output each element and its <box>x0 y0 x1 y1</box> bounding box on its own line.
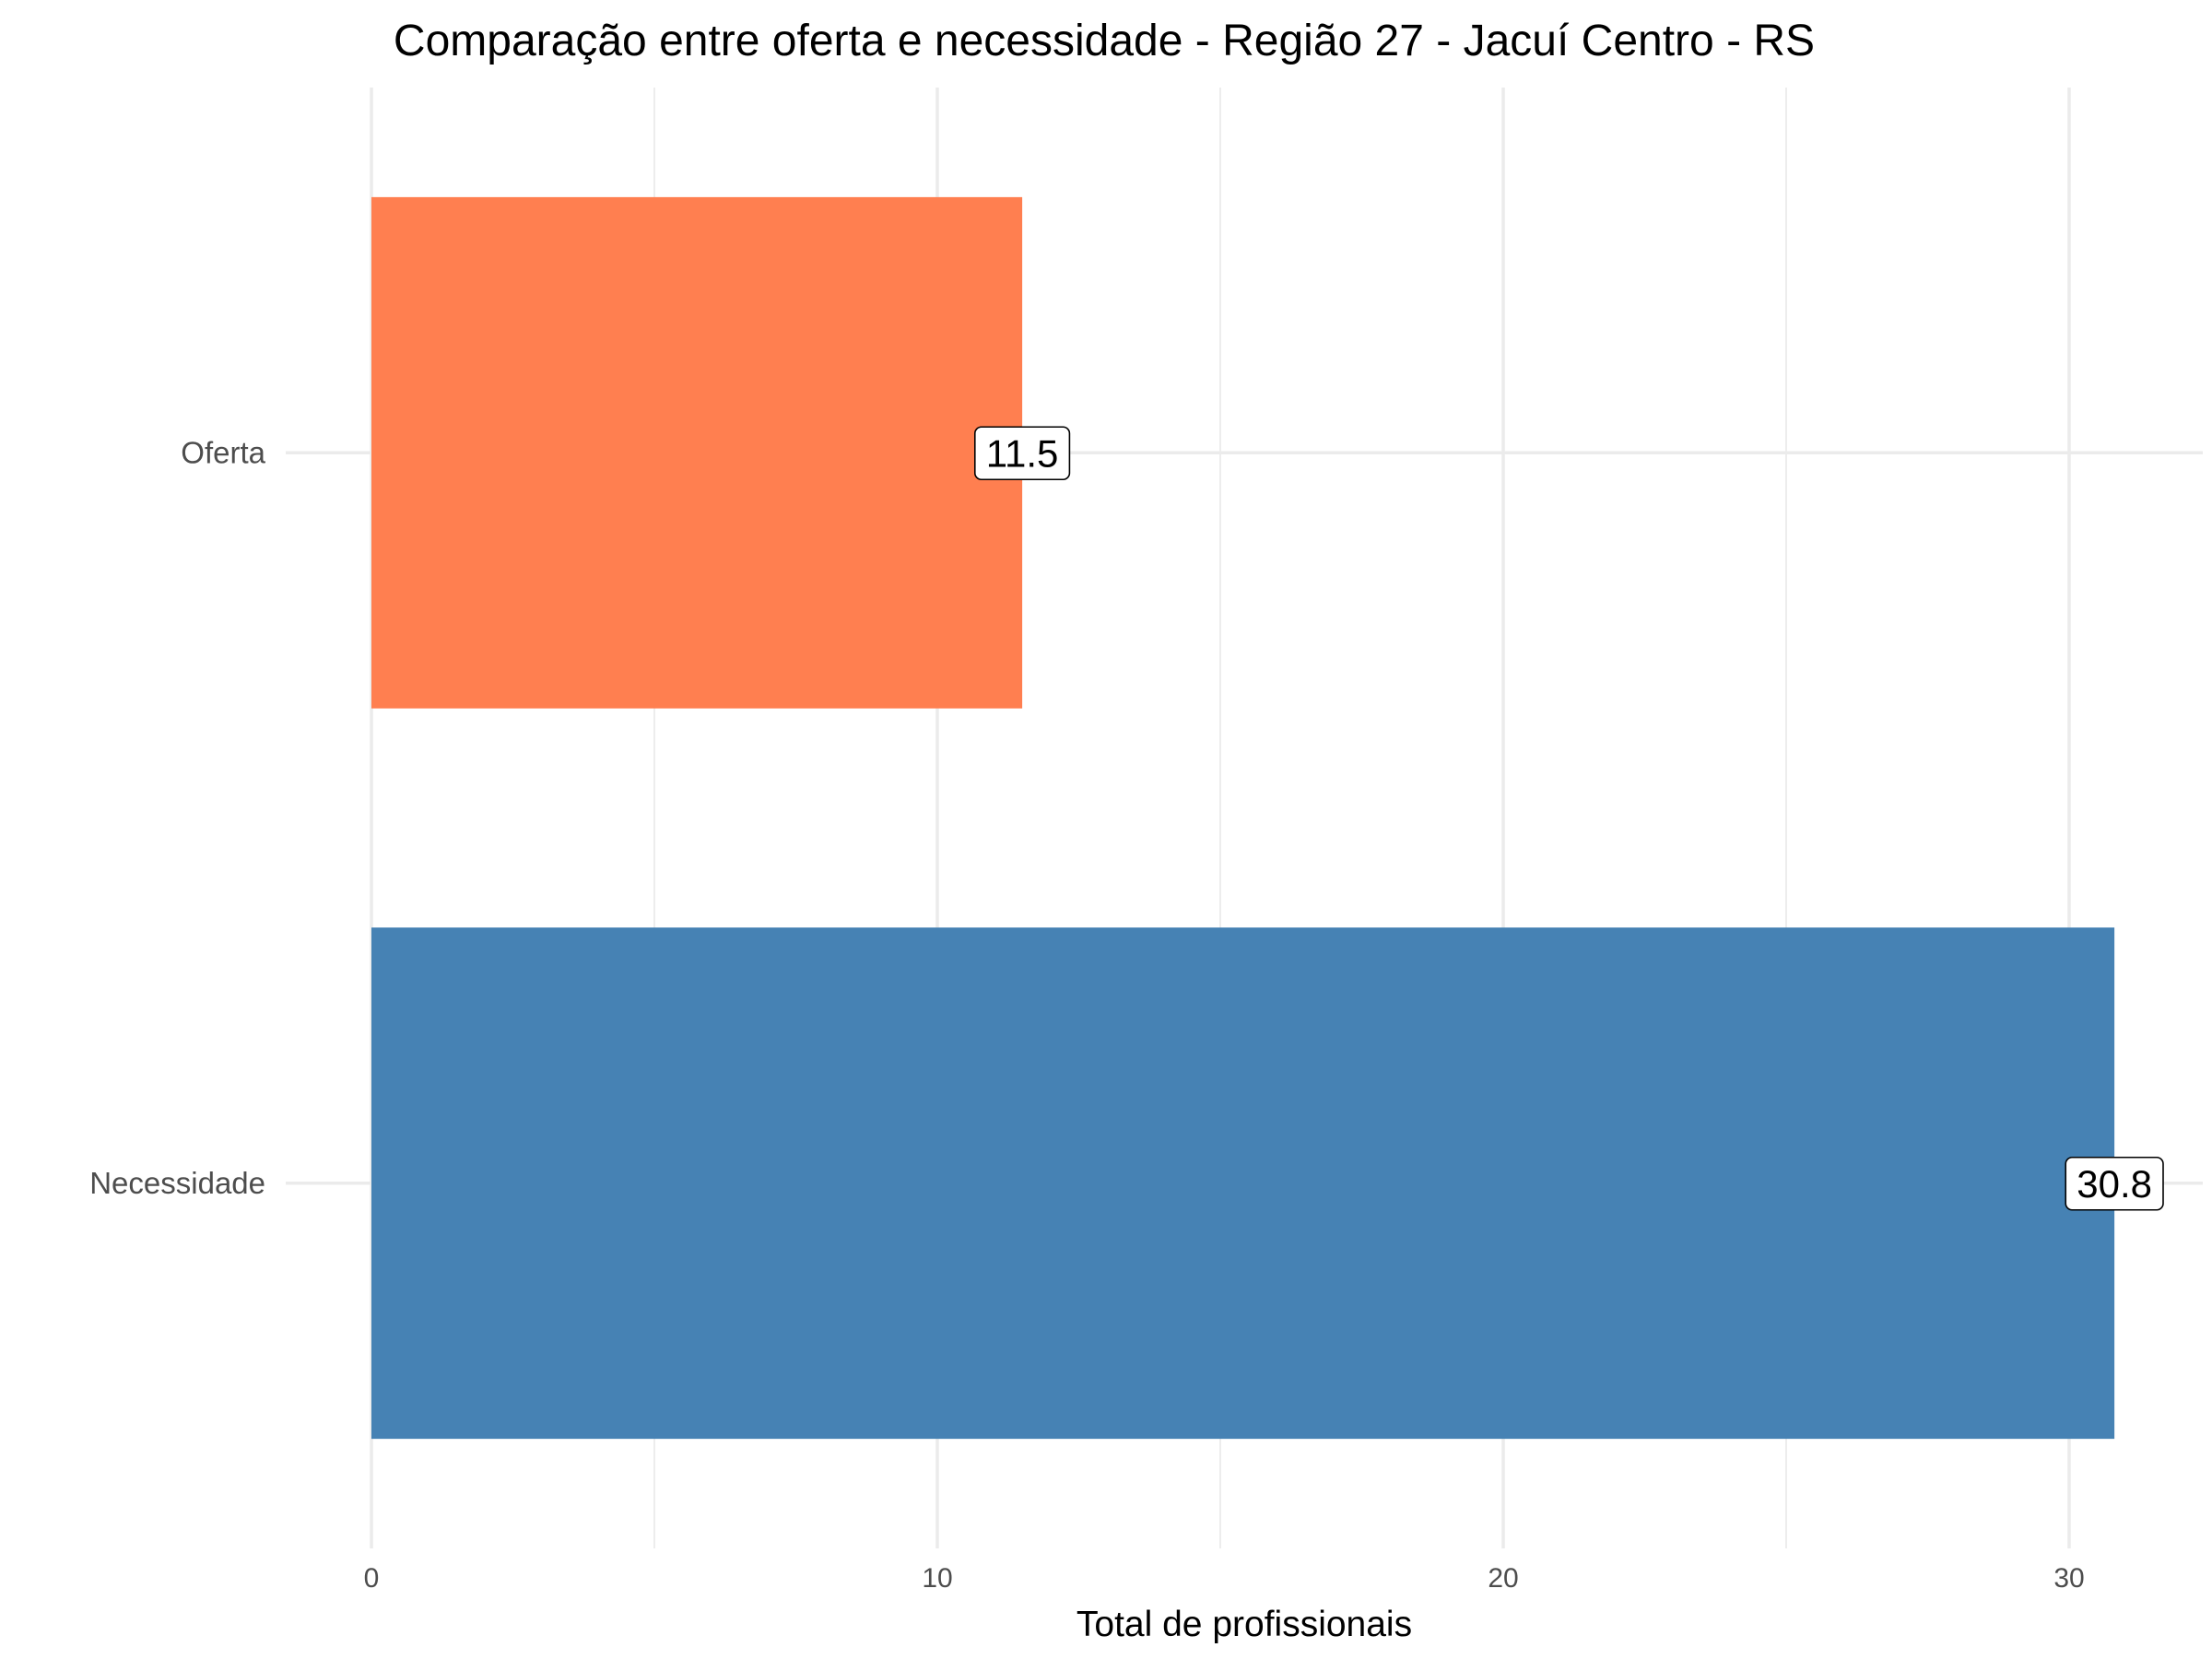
data-labels: 11.5 30.8 <box>973 426 2164 1211</box>
x-tick-label: 10 <box>922 1563 952 1594</box>
x-axis-ticks: 0 10 20 30 <box>364 1563 2085 1594</box>
data-label-text: 11.5 <box>986 431 1059 475</box>
y-axis-ticks: Oferta Necessidade <box>89 435 265 1200</box>
bar-oferta <box>371 196 1023 709</box>
data-label-text: 30.8 <box>2077 1162 2152 1206</box>
data-label-oferta: 11.5 <box>973 426 1071 481</box>
bars <box>371 196 2115 1440</box>
data-label-box <box>973 426 1071 481</box>
x-tick-label: 0 <box>364 1563 380 1594</box>
data-label-necessidade: 30.8 <box>2065 1156 2164 1211</box>
x-tick-label: 20 <box>1488 1563 1518 1594</box>
y-tick-label-necessidade: Necessidade <box>89 1166 265 1200</box>
data-label-box <box>2065 1156 2164 1211</box>
y-tick-label-oferta: Oferta <box>181 435 265 469</box>
x-tick-label: 30 <box>2053 1563 2084 1594</box>
bar-necessidade <box>371 927 2115 1440</box>
chart-title: Comparação entre oferta e necessidade - … <box>394 17 1815 65</box>
x-axis-label: Total de profissionais <box>1077 1605 1412 1644</box>
